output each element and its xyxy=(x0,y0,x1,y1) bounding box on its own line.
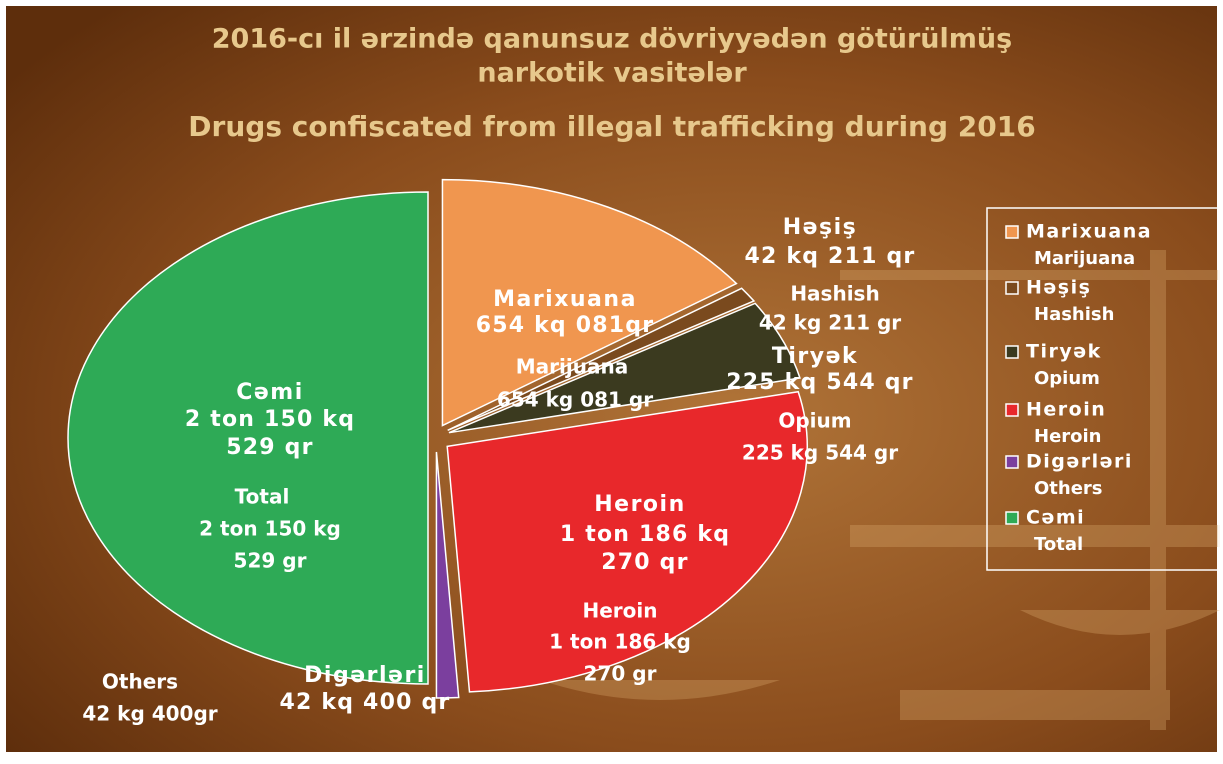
legend-label-en: Marijuana xyxy=(1034,248,1135,269)
data-label-name: Həşiş xyxy=(783,215,858,240)
legend-label: Digərləri xyxy=(1026,451,1133,473)
legend-label-en: Heroin xyxy=(1034,426,1102,447)
data-label-name: Cəmi xyxy=(236,380,304,405)
data-label-name-en: Heroin xyxy=(583,599,658,623)
legend-swatch xyxy=(1005,455,1019,469)
legend-swatch xyxy=(1005,403,1019,417)
data-label: 42 kq 211 qr xyxy=(745,244,916,269)
legend-swatch xyxy=(1005,511,1019,525)
title-line: narkotik vasitələr xyxy=(477,58,747,89)
legend-label: Tiryək xyxy=(1026,341,1102,363)
data-label-name-en: Hashish xyxy=(790,282,879,306)
data-label: 1 ton 186 kq xyxy=(560,522,730,547)
title-line: 2016-cı il ərzində qanunsuz dövriyyədən … xyxy=(212,24,1012,55)
data-label-en: 529 gr xyxy=(234,549,307,573)
data-label-en: 2 ton 150 kg xyxy=(199,517,341,541)
pie-slice xyxy=(446,390,808,693)
data-label: 529 qr xyxy=(226,435,313,460)
data-label-en: 654 kg 081 gr xyxy=(497,388,653,412)
legend-label-en: Total xyxy=(1034,534,1083,555)
legend-swatch xyxy=(1005,225,1019,239)
legend-swatch xyxy=(1005,345,1019,359)
legend-label: Cəmi xyxy=(1026,507,1085,529)
data-label-name: Tiryək xyxy=(772,344,858,369)
data-label-name-en: Total xyxy=(235,485,290,509)
legend-label: Həşiş xyxy=(1026,277,1091,299)
pie-slice xyxy=(67,191,429,685)
data-label-name: Digərləri xyxy=(304,663,426,688)
data-label-en: 270 gr xyxy=(584,662,657,686)
data-label: 225 kq 544 qr xyxy=(726,370,913,395)
pie-slice xyxy=(435,451,460,699)
data-label-name-en: Opium xyxy=(778,409,851,433)
legend-label: Marixuana xyxy=(1026,221,1152,243)
legend-swatch xyxy=(1005,281,1019,295)
data-label-en: 42 kg 211 gr xyxy=(759,311,901,335)
scales-decoration xyxy=(540,250,1220,730)
data-label-en: 1 ton 186 kg xyxy=(549,630,691,654)
data-label: 42 kq 400 qr xyxy=(280,690,451,715)
legend-label-en: Opium xyxy=(1034,368,1100,389)
data-label-name: Heroin xyxy=(594,492,686,517)
pie-slice xyxy=(448,302,801,434)
legend-label: Heroin xyxy=(1026,399,1106,421)
data-label: 270 qr xyxy=(601,550,688,575)
pie-slice xyxy=(447,287,756,431)
pie-slice xyxy=(441,178,738,427)
data-label-name: Marixuana xyxy=(493,287,637,312)
data-label-name-en: Others xyxy=(102,670,178,694)
data-label-en: 225 kg 544 gr xyxy=(742,441,898,465)
data-label-name-en: Marijuana xyxy=(516,355,628,379)
legend-box xyxy=(986,207,1220,571)
data-label: 2 ton 150 kq xyxy=(185,407,355,432)
legend-label-en: Others xyxy=(1034,478,1103,499)
data-label-en: 42 kg 400gr xyxy=(82,702,217,726)
legend-label-en: Hashish xyxy=(1034,304,1114,325)
subtitle: Drugs confiscated from illegal trafficki… xyxy=(188,110,1035,143)
data-label: 654 kq 081qr xyxy=(476,313,655,338)
